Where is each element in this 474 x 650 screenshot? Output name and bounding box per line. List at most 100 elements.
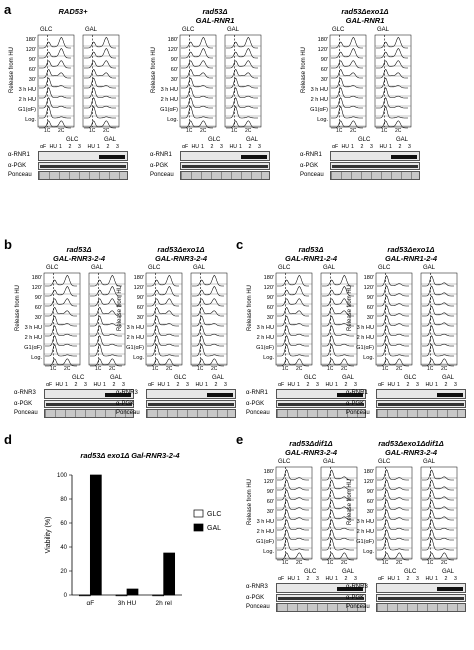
lane-label: 3 [354, 382, 357, 388]
histogram-trace [39, 77, 71, 89]
strain-title: rad53Δexo1Δ GAL-RNR1 [341, 7, 389, 25]
lane-label: 3 [220, 144, 223, 150]
flow-histograms [375, 272, 458, 367]
histogram-trace [277, 335, 309, 347]
histogram-trace [277, 538, 309, 551]
histogram-trace [45, 335, 77, 347]
ponceau-lane [331, 172, 332, 179]
dna-1c: 1C [186, 128, 193, 134]
lane-label: 3 [354, 576, 357, 582]
dna-2c: 2C [396, 560, 403, 566]
ponceau-lane [191, 172, 192, 179]
protein-band [99, 155, 125, 159]
blot-row-label: Ponceau [246, 604, 270, 610]
histogram-trace [377, 315, 409, 327]
dna-2c: 2C [341, 560, 348, 566]
strain-title: rad53Δexo1Δdif1Δ GAL-RNR3-2-4 [378, 439, 444, 457]
row-label: 3 h HU [256, 325, 274, 331]
ponceau-lane [207, 410, 208, 417]
histogram-trace [331, 87, 363, 99]
flow-group-rad53-exo1-gal-rnr1: rad53Δexo1Δ GAL-RNR1 GLC GAL 180' 120' 90' 60'… [300, 7, 430, 208]
condition-gal: GAL [323, 265, 336, 271]
row-label: 90' [34, 295, 42, 301]
histogram-trace [39, 87, 71, 99]
ponceau-lane [447, 410, 448, 417]
strain-title: rad53Δ GAL-RNR1 [195, 7, 235, 25]
ponceau-lane [109, 172, 110, 179]
ponceau-lane [115, 410, 116, 417]
lane-label: αF [278, 382, 285, 388]
ponceau-lane [119, 172, 120, 179]
lane-label: 2 [106, 144, 110, 150]
histogram-trace [277, 479, 309, 491]
row-label: 60' [266, 499, 274, 505]
row-label: 90' [366, 489, 374, 495]
histogram-trace [84, 48, 116, 59]
histogram-trace [45, 315, 77, 327]
histogram-trace [377, 489, 409, 501]
lane-label: 2 [74, 382, 78, 388]
histogram-trace [377, 325, 409, 337]
histogram-trace [45, 286, 77, 297]
y-axis-label: Release from HU [247, 284, 253, 331]
blot-strip [376, 409, 466, 418]
blot-row-label: α-RNR3 [14, 390, 36, 396]
row-label: 2 h HU [356, 529, 374, 535]
ponceau-lane [217, 410, 218, 417]
histogram-trace [376, 106, 408, 119]
condition-glc: GLC [378, 265, 391, 271]
ponceau-lane [297, 410, 298, 417]
histogram-trace [377, 538, 409, 551]
row-label: 60' [366, 305, 374, 311]
condition-glc: GLC [46, 265, 59, 271]
histogram-trace [181, 87, 213, 99]
y-tick-label: 60 [60, 521, 67, 527]
histogram-trace [331, 68, 363, 79]
ponceau-lane [49, 172, 50, 179]
row-label: 180' [167, 37, 178, 43]
row-label: 90' [366, 295, 374, 301]
histogram-trace [422, 529, 454, 541]
histogram-trace [39, 48, 71, 59]
lane-label: 1 [65, 382, 68, 388]
ponceau-lane [327, 604, 328, 611]
lane-label: αF [148, 382, 155, 388]
histogram-trace [331, 48, 363, 59]
protein-band [337, 393, 363, 397]
dna-2c: 2C [341, 366, 348, 372]
histogram-trace [377, 479, 409, 491]
ponceau-lane [417, 604, 418, 611]
histogram-trace [39, 120, 71, 129]
dna-1c: 1C [327, 560, 334, 566]
histogram-trace [84, 77, 116, 89]
histogram-trace [181, 37, 213, 49]
condition-gal: GAL [323, 459, 336, 465]
lane-label: HU [341, 144, 350, 150]
lane-label: HU [229, 144, 238, 150]
row-label: 120' [363, 479, 374, 485]
y-axis-label: Release from HU [9, 46, 15, 93]
pgk-band [148, 403, 234, 406]
ponceau-lane [221, 172, 222, 179]
row-label: Log. [363, 549, 374, 555]
histogram-trace [422, 275, 454, 287]
dna-2c: 2C [58, 128, 65, 134]
histogram-trace [147, 275, 179, 287]
ponceau-lane [317, 604, 318, 611]
flow-histograms [329, 34, 412, 129]
blot-row-label: α-RNR1 [346, 390, 368, 396]
ponceau-lane [201, 172, 202, 179]
lane-label: αF [378, 382, 385, 388]
ponceau-lane [377, 604, 378, 611]
y-axis-label: Release from HU [347, 284, 353, 331]
ponceau-lane [105, 410, 106, 417]
lane-label: 2 [112, 382, 116, 388]
histogram-trace [277, 275, 309, 287]
row-label: 60' [266, 305, 274, 311]
lane-label: 2 [444, 576, 448, 582]
blot-gal: GAL [396, 137, 409, 143]
histogram-trace [422, 552, 454, 561]
ponceau-lane [357, 604, 358, 611]
row-label: 90' [266, 295, 274, 301]
histogram-trace [322, 358, 354, 367]
